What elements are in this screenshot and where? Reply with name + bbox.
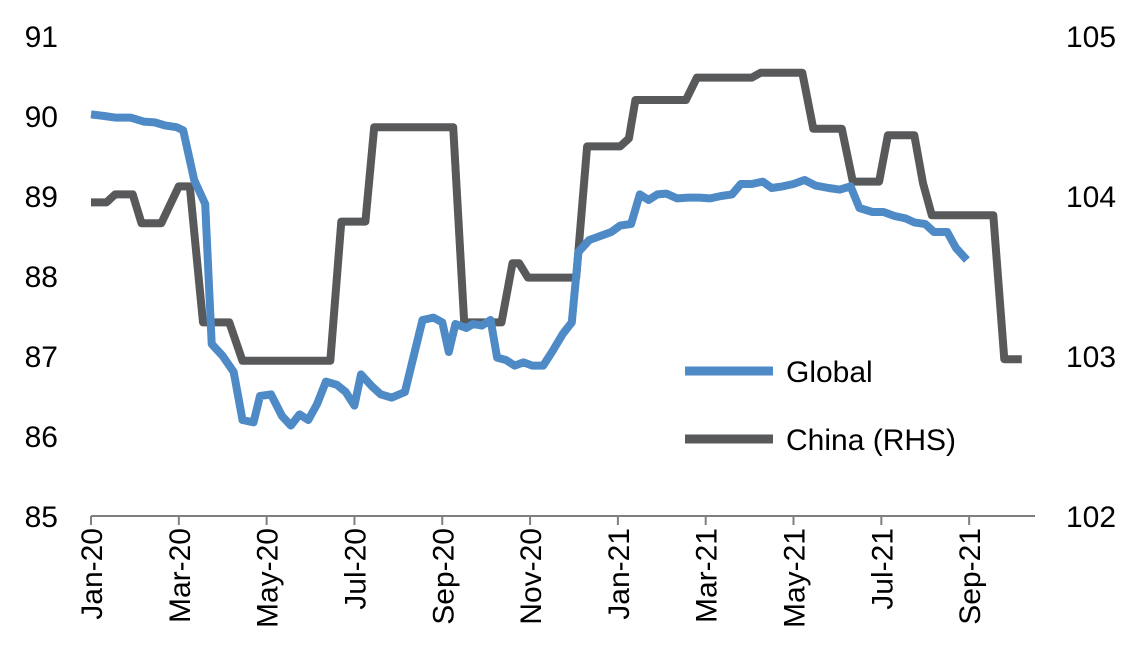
y-left-tick-label: 86 bbox=[25, 421, 58, 454]
y-left-tick-label: 85 bbox=[25, 501, 58, 534]
y-left-tick-label: 87 bbox=[25, 341, 58, 374]
x-tick-label: Mar-21 bbox=[691, 528, 724, 623]
legend-label-global: Global bbox=[786, 356, 873, 389]
series-line-china bbox=[91, 68, 1022, 365]
x-tick-label: Sep-21 bbox=[954, 528, 987, 625]
x-tick-label: May-20 bbox=[252, 528, 285, 628]
right-axis-ticks: 102 103 104 105 bbox=[1066, 21, 1116, 534]
series-line-global bbox=[90, 110, 970, 430]
series-lines bbox=[90, 68, 1022, 430]
y-right-tick-label: 102 bbox=[1066, 501, 1116, 534]
legend-label-china: China (RHS) bbox=[786, 424, 956, 457]
y-left-tick-label: 91 bbox=[25, 21, 58, 54]
y-left-tick-label: 88 bbox=[25, 261, 58, 294]
x-tick-label: Jul-21 bbox=[866, 528, 899, 610]
x-axis-ticks: Jan-20 Mar-20 May-20 Jul-20 Sep-20 Nov-20 Jan-… bbox=[76, 516, 987, 628]
left-axis-ticks: 85 86 87 88 89 90 91 bbox=[25, 21, 58, 534]
y-left-tick-label: 90 bbox=[25, 101, 58, 134]
x-tick-label: Mar-20 bbox=[164, 528, 197, 623]
x-tick-label: Nov-20 bbox=[515, 528, 548, 625]
x-tick-label: May-21 bbox=[779, 528, 812, 628]
y-right-tick-label: 104 bbox=[1066, 181, 1116, 214]
legend: Global China (RHS) bbox=[685, 356, 956, 457]
x-tick-label: Jan-20 bbox=[76, 528, 109, 620]
y-left-tick-label: 89 bbox=[25, 181, 58, 214]
x-tick-label: Sep-20 bbox=[427, 528, 460, 625]
x-tick-label: Jul-20 bbox=[339, 528, 372, 610]
y-right-tick-label: 103 bbox=[1066, 341, 1116, 374]
x-tick-label: Jan-21 bbox=[603, 528, 636, 620]
y-right-tick-label: 105 bbox=[1066, 21, 1116, 54]
